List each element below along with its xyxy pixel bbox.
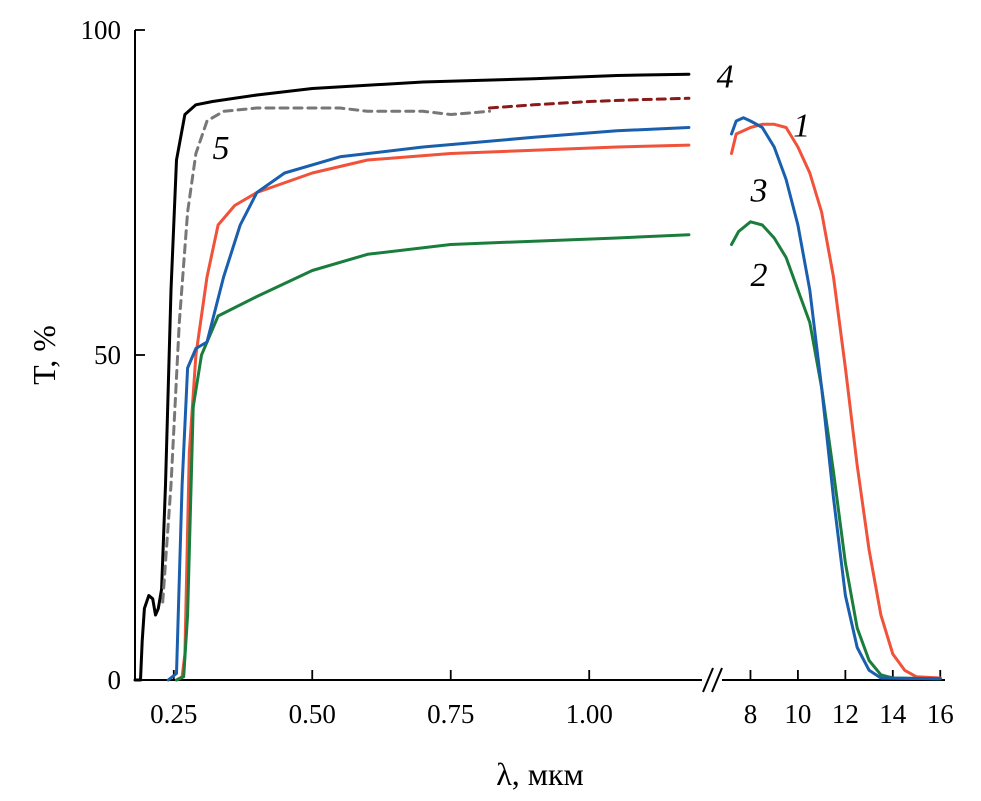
series-line-1	[175, 143, 691, 682]
series-label-4: 4	[717, 59, 734, 96]
x-tick-label: 14	[879, 699, 907, 729]
series-label-2: 2	[750, 257, 767, 294]
x-tick-label: 1.00	[566, 699, 613, 729]
x-tick-label: 10	[784, 699, 811, 729]
x-axis-label: λ, мкм	[496, 756, 584, 792]
y-tick-label: 100	[81, 15, 122, 45]
series-line-2	[175, 233, 691, 682]
axis-break-mark	[711, 667, 723, 693]
x-tick-label: 8	[744, 699, 758, 729]
x-tick-label: 0.50	[289, 699, 336, 729]
series-label-1: 1	[793, 107, 810, 144]
y-tick-label: 0	[108, 665, 122, 695]
series-line-3	[730, 116, 942, 681]
series-line-4	[133, 72, 691, 682]
series-line-1	[730, 122, 942, 680]
series-label-5: 5	[213, 130, 230, 167]
y-axis-label: T, %	[26, 325, 62, 385]
axis-break-mark	[702, 667, 714, 693]
x-tick-label: 0.25	[150, 699, 197, 729]
y-tick-label: 50	[94, 340, 121, 370]
x-tick-label: 16	[927, 699, 954, 729]
series-line-2	[730, 220, 942, 681]
series-line-5	[161, 106, 491, 604]
labels: 4 5 13 2	[213, 59, 811, 294]
curves	[133, 72, 942, 682]
x-tick-label: 0.75	[427, 699, 474, 729]
series-label-3: 3	[749, 172, 767, 209]
series-line-3	[166, 126, 691, 682]
x-tick-label: 12	[832, 699, 859, 729]
series-line-5-ext	[488, 96, 691, 110]
